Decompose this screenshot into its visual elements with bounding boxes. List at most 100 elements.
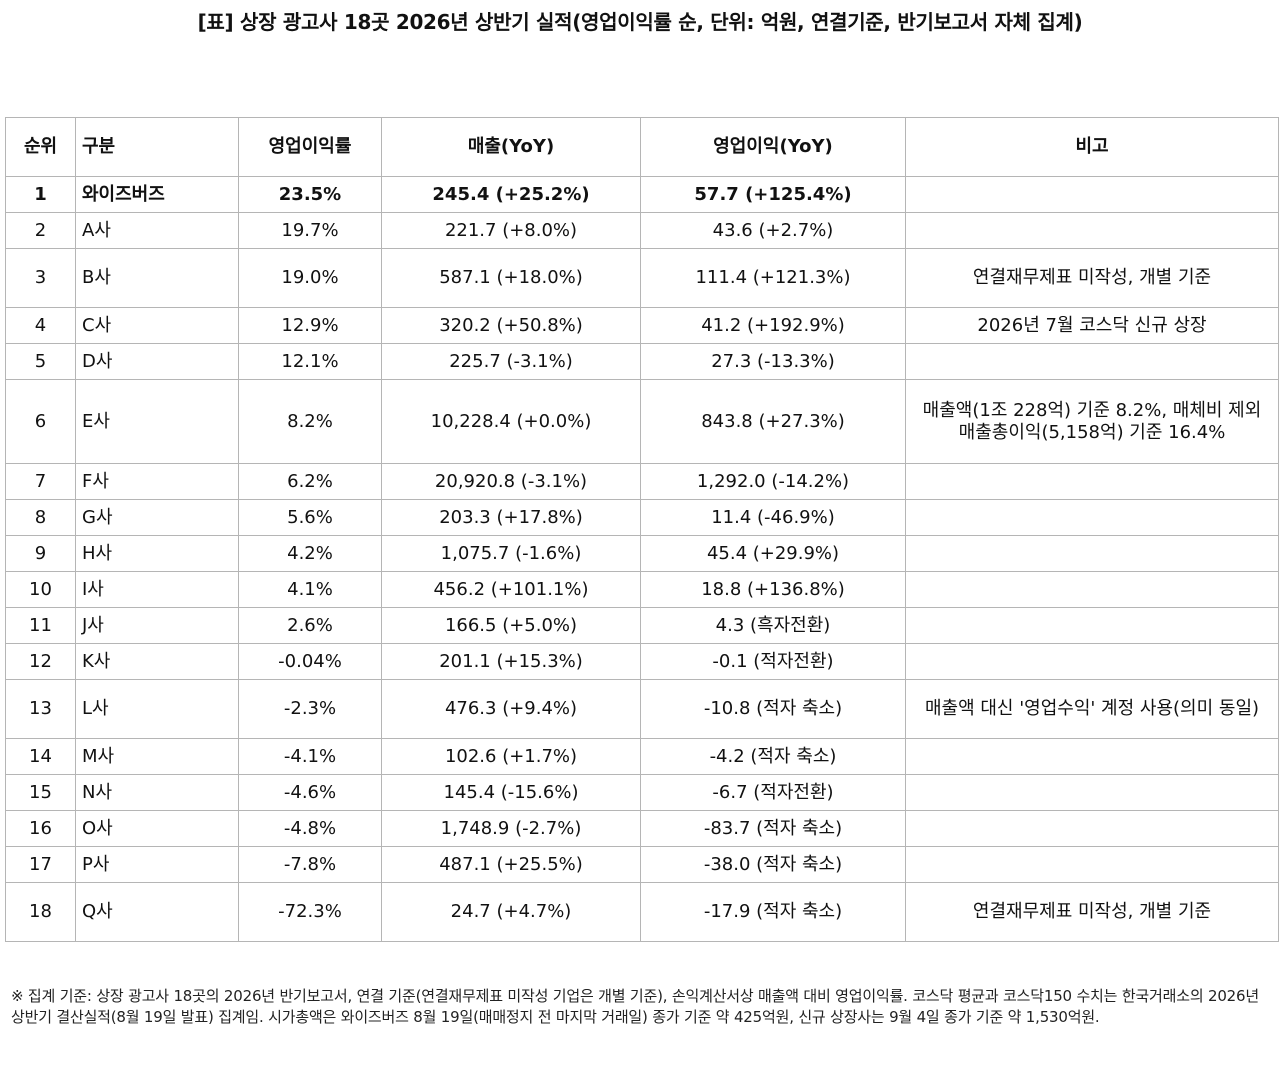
rank-cell: 6: [5, 379, 76, 464]
sales-cell: 221.7 (+8.0%): [381, 212, 641, 249]
sales-cell: 320.2 (+50.8%): [381, 307, 641, 344]
table-row: 14 M사 -4.1% 102.6 (+1.7%) -4.2 (적자 축소): [5, 738, 1279, 775]
table-row: 17 P사 -7.8% 487.1 (+25.5%) -38.0 (적자 축소): [5, 846, 1279, 883]
sales-cell: 201.1 (+15.3%): [381, 643, 641, 680]
sales-cell: 587.1 (+18.0%): [381, 248, 641, 308]
note-cell: 2026년 7월 코스닥 신규 상장: [905, 307, 1279, 344]
company-name-cell: F사: [75, 463, 239, 500]
note-cell: [905, 571, 1279, 608]
header-sales: 매출(YoY): [381, 117, 641, 177]
table-row: 7 F사 6.2% 20,920.8 (-3.1%) 1,292.0 (-14.…: [5, 463, 1279, 500]
company-name-cell: C사: [75, 307, 239, 344]
header-profit: 영업이익(YoY): [640, 117, 906, 177]
note-cell: [905, 607, 1279, 644]
table-row: 15 N사 -4.6% 145.4 (-15.6%) -6.7 (적자전환): [5, 774, 1279, 811]
margin-cell: -2.3%: [238, 679, 382, 739]
table-row: 6 E사 8.2% 10,228.4 (+0.0%) 843.8 (+27.3%…: [5, 379, 1279, 464]
company-name-cell: P사: [75, 846, 239, 883]
sales-cell: 456.2 (+101.1%): [381, 571, 641, 608]
rank-cell: 13: [5, 679, 76, 739]
margin-cell: 8.2%: [238, 379, 382, 464]
header-note: 비고: [905, 117, 1279, 177]
margin-cell: -72.3%: [238, 882, 382, 942]
note-cell: [905, 846, 1279, 883]
profit-cell: 4.3 (흑자전환): [640, 607, 906, 644]
margin-cell: 4.1%: [238, 571, 382, 608]
table-row: 18 Q사 -72.3% 24.7 (+4.7%) -17.9 (적자 축소) …: [5, 882, 1279, 942]
note-cell: 매출액 대신 '영업수익' 계정 사용(의미 동일): [905, 679, 1279, 739]
rank-cell: 18: [5, 882, 76, 942]
table-row: 2 A사 19.7% 221.7 (+8.0%) 43.6 (+2.7%): [5, 212, 1279, 249]
note-cell: [905, 463, 1279, 500]
rank-cell: 16: [5, 810, 76, 847]
company-name-cell: A사: [75, 212, 239, 249]
rank-cell: 2: [5, 212, 76, 249]
table-row: 4 C사 12.9% 320.2 (+50.8%) 41.2 (+192.9%)…: [5, 307, 1279, 344]
profit-cell: 1,292.0 (-14.2%): [640, 463, 906, 500]
sales-cell: 1,748.9 (-2.7%): [381, 810, 641, 847]
sales-cell: 1,075.7 (-1.6%): [381, 535, 641, 572]
rank-cell: 3: [5, 248, 76, 308]
table-row: 12 K사 -0.04% 201.1 (+15.3%) -0.1 (적자전환): [5, 643, 1279, 680]
rank-cell: 11: [5, 607, 76, 644]
sales-cell: 20,920.8 (-3.1%): [381, 463, 641, 500]
sales-cell: 476.3 (+9.4%): [381, 679, 641, 739]
footnote: ※ 집계 기준: 상장 광고사 18곳의 2026년 반기보고서, 연결 기준(…: [11, 987, 1259, 1026]
profit-cell: 11.4 (-46.9%): [640, 499, 906, 536]
note-cell: [905, 738, 1279, 775]
company-name-cell: O사: [75, 810, 239, 847]
profit-cell: -83.7 (적자 축소): [640, 810, 906, 847]
table-title: [표] 상장 광고사 18곳 2026년 상반기 실적(영업이익률 순, 단위:…: [197, 10, 1083, 34]
header-rank: 순위: [5, 117, 76, 177]
rank-cell: 1: [5, 176, 76, 213]
sales-cell: 102.6 (+1.7%): [381, 738, 641, 775]
rank-cell: 8: [5, 499, 76, 536]
rank-cell: 9: [5, 535, 76, 572]
company-name-cell: J사: [75, 607, 239, 644]
note-cell: [905, 774, 1279, 811]
sales-cell: 203.3 (+17.8%): [381, 499, 641, 536]
margin-cell: -4.8%: [238, 810, 382, 847]
profit-cell: 43.6 (+2.7%): [640, 212, 906, 249]
rank-cell: 4: [5, 307, 76, 344]
rank-cell: 15: [5, 774, 76, 811]
note-cell: [905, 176, 1279, 213]
table-row: 1 와이즈버즈 23.5% 245.4 (+25.2%) 57.7 (+125.…: [5, 176, 1279, 213]
company-name-cell: N사: [75, 774, 239, 811]
profit-cell: 111.4 (+121.3%): [640, 248, 906, 308]
profit-cell: -4.2 (적자 축소): [640, 738, 906, 775]
sales-cell: 487.1 (+25.5%): [381, 846, 641, 883]
header-row: 순위 구분 영업이익률 매출(YoY) 영업이익(YoY) 비고: [5, 117, 1279, 177]
note-cell: [905, 643, 1279, 680]
sales-cell: 10,228.4 (+0.0%): [381, 379, 641, 464]
table-row: 13 L사 -2.3% 476.3 (+9.4%) -10.8 (적자 축소) …: [5, 679, 1279, 739]
margin-cell: -4.1%: [238, 738, 382, 775]
sales-cell: 166.5 (+5.0%): [381, 607, 641, 644]
company-name-cell: D사: [75, 343, 239, 380]
table-row: 16 O사 -4.8% 1,748.9 (-2.7%) -83.7 (적자 축소…: [5, 810, 1279, 847]
table-row: 11 J사 2.6% 166.5 (+5.0%) 4.3 (흑자전환): [5, 607, 1279, 644]
margin-cell: 4.2%: [238, 535, 382, 572]
margin-cell: 2.6%: [238, 607, 382, 644]
profit-cell: -0.1 (적자전환): [640, 643, 906, 680]
table-row: 9 H사 4.2% 1,075.7 (-1.6%) 45.4 (+29.9%): [5, 535, 1279, 572]
note-cell: [905, 343, 1279, 380]
sales-cell: 24.7 (+4.7%): [381, 882, 641, 942]
company-name-cell: K사: [75, 643, 239, 680]
header-name: 구분: [75, 117, 239, 177]
note-cell: 연결재무제표 미작성, 개별 기준: [905, 882, 1279, 942]
profit-cell: 57.7 (+125.4%): [640, 176, 906, 213]
profit-cell: -17.9 (적자 축소): [640, 882, 906, 942]
margin-cell: 12.1%: [238, 343, 382, 380]
rank-cell: 5: [5, 343, 76, 380]
margin-cell: -7.8%: [238, 846, 382, 883]
profit-cell: -6.7 (적자전환): [640, 774, 906, 811]
company-name-cell: M사: [75, 738, 239, 775]
table-row: 10 I사 4.1% 456.2 (+101.1%) 18.8 (+136.8%…: [5, 571, 1279, 608]
profit-cell: 18.8 (+136.8%): [640, 571, 906, 608]
company-name-cell: H사: [75, 535, 239, 572]
company-name-cell: B사: [75, 248, 239, 308]
margin-cell: 6.2%: [238, 463, 382, 500]
note-cell: [905, 810, 1279, 847]
results-table: 순위 구분 영업이익률 매출(YoY) 영업이익(YoY) 비고 1 와이즈버즈…: [5, 117, 1279, 942]
